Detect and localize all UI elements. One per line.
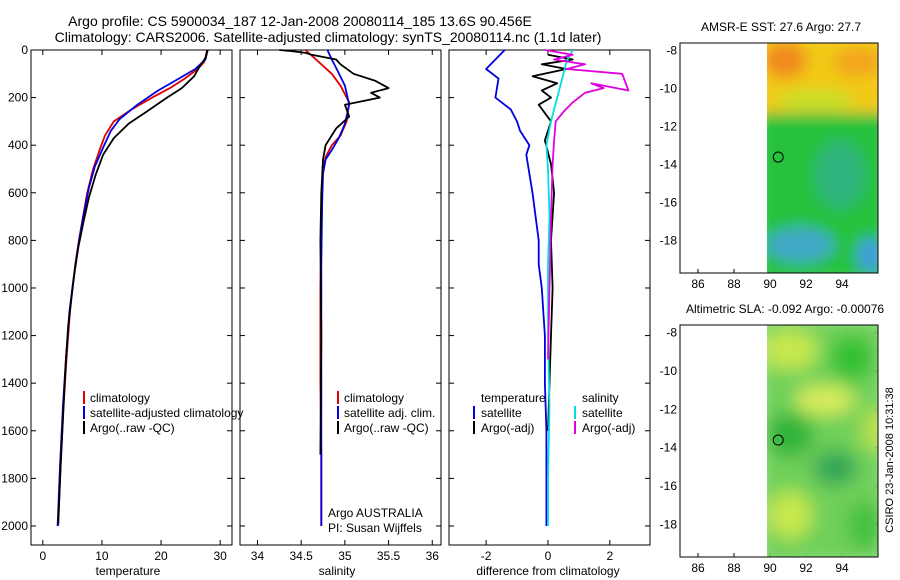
map-x-tick-label: 88 bbox=[727, 277, 741, 291]
y-tick-label: 1600 bbox=[1, 424, 28, 438]
map-x-tick-label: 92 bbox=[799, 277, 813, 291]
temperature-axis-label: temperature bbox=[96, 564, 161, 578]
x-tick-label: 2 bbox=[606, 549, 613, 563]
sst-map-title: AMSR-E SST: 27.6 Argo: 27.7 bbox=[701, 20, 861, 34]
salinity-panel-frame bbox=[239, 49, 442, 546]
salinity-legend: climatology satellite adj. clim. Argo(..… bbox=[337, 391, 435, 435]
map-x-tick-label: 88 bbox=[727, 561, 741, 575]
map-y-tick-label: -18 bbox=[660, 234, 678, 248]
series-line-argo-raw-qc- bbox=[279, 49, 390, 455]
figure-title-line1: Argo profile: CS 5900034_187 12-Jan-2008… bbox=[68, 13, 532, 29]
map-x-tick-label: 86 bbox=[691, 561, 705, 575]
x-tick-label: 0 bbox=[39, 549, 46, 563]
legend-label-satellite: satellite adj. clim. bbox=[344, 406, 435, 420]
x-tick-label: 36 bbox=[426, 549, 440, 563]
legend-label-satellite: satellite-adjusted climatology bbox=[90, 406, 243, 420]
map-y-tick-label: -10 bbox=[660, 82, 678, 96]
sla-heatmap bbox=[767, 325, 878, 557]
y-tick-label: 600 bbox=[8, 186, 28, 200]
legend-label-climatology: climatology bbox=[344, 391, 404, 405]
difference-axis-label: difference from climatology bbox=[476, 564, 619, 578]
map-x-tick-label: 94 bbox=[835, 561, 849, 575]
map-y-tick-label: -12 bbox=[660, 402, 678, 416]
legend-label-temp-satellite: satellite bbox=[481, 406, 522, 420]
legend-label-argo: Argo(..raw -QC) bbox=[344, 421, 429, 435]
x-tick-label: 30 bbox=[213, 549, 227, 563]
x-tick-label: 35.5 bbox=[377, 549, 401, 563]
y-tick-label: 1200 bbox=[1, 329, 28, 343]
sla-map-frame bbox=[679, 324, 879, 558]
legend-label-argo: Argo(..raw -QC) bbox=[90, 421, 175, 435]
x-tick-label: 34.5 bbox=[289, 549, 313, 563]
sst-heatmap bbox=[767, 43, 878, 273]
map-y-tick-label: -12 bbox=[660, 120, 678, 134]
figure-title-line2: Climatology: CARS2006. Satellite-adjuste… bbox=[55, 29, 602, 45]
x-tick-label: 34 bbox=[251, 549, 265, 563]
difference-legend: temperature satellite Argo(-adj) salinit… bbox=[473, 391, 635, 435]
map-y-tick-label: -14 bbox=[660, 441, 678, 455]
legend-label-sal-satellite: satellite bbox=[582, 406, 623, 420]
salinity-axis-label: salinity bbox=[319, 564, 356, 578]
series-layer bbox=[56, 49, 630, 527]
y-tick-label: 1400 bbox=[1, 376, 28, 390]
temperature-panel-frame bbox=[30, 49, 233, 546]
map-x-tick-label: 92 bbox=[799, 561, 813, 575]
x-tick-label: 35 bbox=[338, 549, 352, 563]
y-tick-label: 200 bbox=[8, 91, 28, 105]
series-line-salinity-argo-adj- bbox=[544, 49, 630, 360]
sla-map-title: Altimetric SLA: -0.092 Argo: -0.00076 bbox=[686, 302, 884, 316]
x-tick-label: 10 bbox=[95, 549, 109, 563]
x-tick-label: 20 bbox=[154, 549, 168, 563]
map-y-tick-label: -16 bbox=[660, 479, 678, 493]
map-y-tick-label: -8 bbox=[666, 326, 677, 340]
x-tick-label: -2 bbox=[481, 549, 492, 563]
float-owner-annotation: Argo AUSTRALIA bbox=[328, 506, 423, 520]
map-y-tick-label: -8 bbox=[666, 44, 677, 58]
creation-stamp: CSIRO 23-Jan-2008 10:31:38 bbox=[884, 387, 896, 533]
sst-map-frame bbox=[679, 42, 879, 274]
map-x-tick-label: 90 bbox=[763, 277, 777, 291]
series-line-salinity-satellite bbox=[545, 49, 574, 526]
series-line-temperature-satellite bbox=[485, 49, 548, 526]
legend-label-temp-argo: Argo(-adj) bbox=[481, 421, 534, 435]
sst-argo-position-marker bbox=[772, 151, 784, 163]
map-y-tick-label: -10 bbox=[660, 364, 678, 378]
pi-annotation: PI: Susan Wijffels bbox=[328, 521, 422, 535]
map-y-tick-label: -18 bbox=[660, 517, 678, 531]
y-tick-label: 1800 bbox=[1, 471, 28, 485]
series-line-temperature-argo-adj- bbox=[531, 53, 574, 431]
series-line-argo-raw-qc- bbox=[57, 49, 209, 524]
x-tick-label: 0 bbox=[545, 549, 552, 563]
legend-label-sal-argo: Argo(-adj) bbox=[582, 421, 635, 435]
map-x-tick-label: 94 bbox=[835, 277, 849, 291]
map-y-tick-label: -16 bbox=[660, 196, 678, 210]
temperature-legend: climatology satellite-adjusted climatolo… bbox=[83, 391, 243, 435]
y-tick-label: 1000 bbox=[1, 281, 28, 295]
y-tick-label: 0 bbox=[21, 43, 28, 57]
y-tick-label: 400 bbox=[8, 138, 28, 152]
y-tick-label: 2000 bbox=[1, 519, 28, 533]
legend-header-temperature: temperature bbox=[481, 391, 546, 405]
map-y-tick-label: -14 bbox=[660, 158, 678, 172]
tick-layer: 0 10 20 30020040060080010001200140016001800… bbox=[1, 43, 878, 575]
y-tick-label: 800 bbox=[8, 233, 28, 247]
legend-header-salinity: salinity bbox=[582, 391, 619, 405]
map-x-tick-label: 90 bbox=[763, 561, 777, 575]
map-x-tick-label: 86 bbox=[691, 277, 705, 291]
sla-argo-position-marker bbox=[772, 434, 784, 446]
legend-label-climatology: climatology bbox=[90, 391, 150, 405]
